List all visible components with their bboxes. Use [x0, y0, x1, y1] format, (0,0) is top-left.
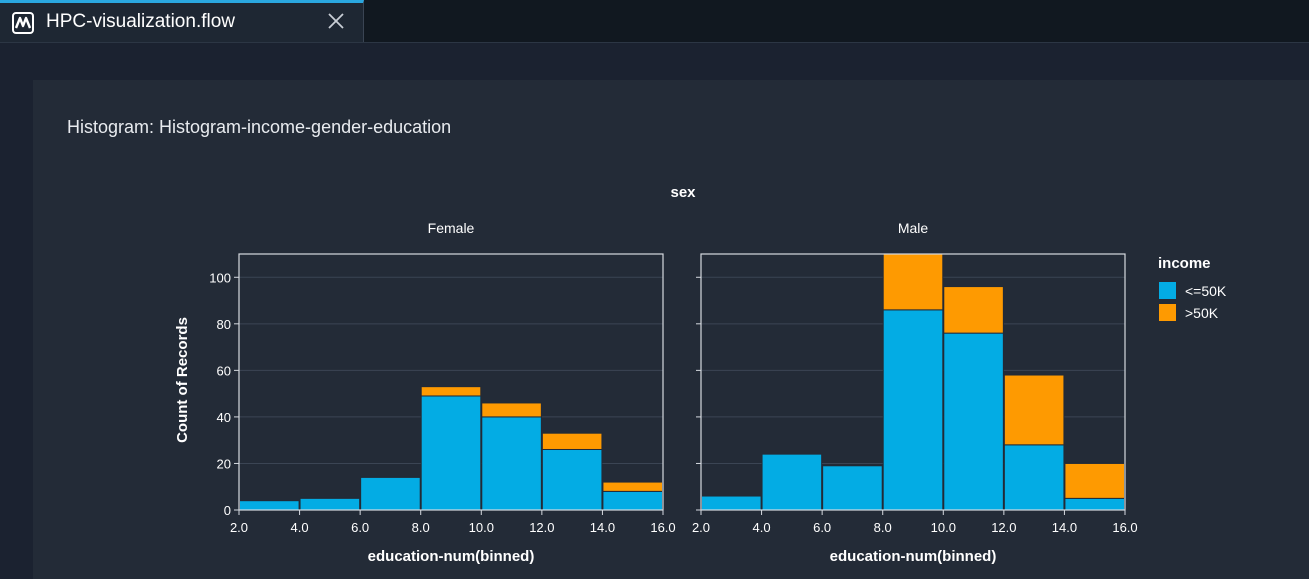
- facet-header-title: sex: [670, 184, 696, 201]
- bar-female-gt50k: [541, 432, 603, 450]
- x-axis-label: education-num(binned): [830, 548, 997, 565]
- x-tick-label: 14.0: [1052, 520, 1077, 535]
- x-tick-label: 12.0: [991, 520, 1016, 535]
- y-tick-label: 40: [217, 410, 231, 425]
- x-tick-label: 16.0: [1112, 520, 1137, 535]
- bar-male-gt50k: [1064, 462, 1126, 499]
- x-tick-label: 8.0: [412, 520, 430, 535]
- x-tick-label: 10.0: [931, 520, 956, 535]
- bar-male-le50k: [822, 465, 883, 511]
- bar-female-le50k: [360, 476, 421, 511]
- tab-hpc-visualization[interactable]: HPC-visualization.flow: [0, 0, 364, 42]
- x-tick-label: 8.0: [874, 520, 892, 535]
- legend-title: income: [1158, 255, 1211, 272]
- x-tick-label: 12.0: [529, 520, 554, 535]
- bar-female-gt50k: [420, 386, 482, 397]
- tab-title: HPC-visualization.flow: [46, 11, 236, 32]
- legend-label: <=50K: [1185, 283, 1227, 299]
- facet-title: Male: [898, 220, 929, 236]
- bar-male-le50k: [701, 495, 762, 511]
- facet-title: Female: [428, 220, 475, 236]
- y-tick-label: 80: [217, 317, 231, 332]
- tab-bar: HPC-visualization.flow: [0, 0, 1309, 43]
- bar-female-le50k: [541, 448, 603, 511]
- bar-female-gt50k: [602, 481, 664, 492]
- bar-male-le50k: [1003, 444, 1065, 511]
- legend-label: >50K: [1185, 305, 1219, 321]
- visualization-panel: Histogram: Histogram-income-gender-educa…: [33, 80, 1309, 579]
- x-tick-label: 2.0: [692, 520, 710, 535]
- bar-male-gt50k: [882, 253, 944, 311]
- x-tick-label: 6.0: [351, 520, 369, 535]
- y-tick-label: 100: [209, 270, 231, 285]
- bar-female-le50k: [602, 490, 664, 511]
- bar-female-le50k: [299, 497, 361, 511]
- y-tick-label: 0: [224, 503, 231, 518]
- histogram-chart: sex Female 2.0 4.0 6.0 8.0 10.0 12.0 14.0 16.0 edu…: [174, 184, 1227, 565]
- close-icon[interactable]: [324, 9, 348, 33]
- legend-swatch: [1159, 304, 1176, 321]
- bar-female-gt50k: [481, 402, 542, 418]
- x-tick-label: 4.0: [753, 520, 771, 535]
- bar-male-le50k: [882, 309, 944, 511]
- plot-frame: [238, 253, 664, 511]
- plot-frame: [700, 253, 1126, 511]
- x-tick-label: 4.0: [291, 520, 309, 535]
- x-tick-label: 14.0: [590, 520, 615, 535]
- bar-female-le50k: [239, 500, 300, 511]
- bar-male-le50k: [1064, 497, 1126, 511]
- y-axis-label: Count of Records: [174, 317, 191, 443]
- x-tick-label: 10.0: [469, 520, 494, 535]
- bar-female-le50k: [481, 416, 542, 511]
- legend-swatch: [1159, 282, 1176, 299]
- bar-male-gt50k: [943, 286, 1004, 334]
- bar-male-le50k: [943, 332, 1004, 511]
- bar-male-gt50k: [1003, 374, 1065, 446]
- x-tick-label: 6.0: [813, 520, 831, 535]
- bar-male-le50k: [761, 453, 823, 511]
- x-tick-label: 2.0: [230, 520, 248, 535]
- x-axis-label: education-num(binned): [368, 548, 535, 565]
- y-tick-label: 20: [217, 456, 231, 471]
- y-tick-label: 60: [217, 363, 231, 378]
- bar-female-le50k: [420, 395, 482, 511]
- panel-title: Histogram: Histogram-income-gender-educa…: [67, 117, 452, 137]
- waveform-flow-icon: [12, 12, 34, 34]
- x-tick-label: 16.0: [650, 520, 675, 535]
